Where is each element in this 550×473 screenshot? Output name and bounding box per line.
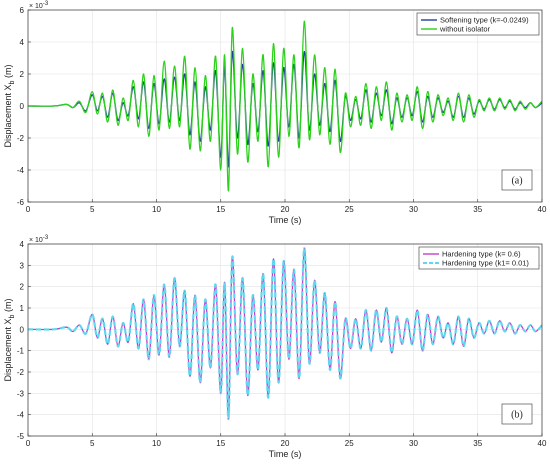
series-line-1 <box>28 247 542 421</box>
legend-label-1: without isolator <box>439 25 491 34</box>
y-exponent-base: × 10 <box>29 237 43 244</box>
x-tick-label: 25 <box>345 439 354 448</box>
y-axis-label-unit: (m) <box>3 299 13 315</box>
x-tick-label: 25 <box>345 205 354 214</box>
x-tick-label: 15 <box>216 439 225 448</box>
y-exponent-power: -3 <box>43 1 49 7</box>
x-axis-label: Time (s) <box>269 215 302 225</box>
x-tick-label: 0 <box>26 439 31 448</box>
y-tick-label: -1 <box>17 347 25 356</box>
y-tick-label: -2 <box>17 368 25 377</box>
x-tick-label: 30 <box>409 205 418 214</box>
y-tick-label: -3 <box>17 389 25 398</box>
panel-label-box <box>501 403 533 425</box>
y-axis-label: Displacement Xb (m) <box>3 299 16 382</box>
y-exponent-power: -3 <box>43 235 49 241</box>
x-tick-label: 30 <box>409 439 418 448</box>
plot-frame <box>27 9 543 203</box>
x-tick-label: 40 <box>538 205 547 214</box>
legend-label-0: Softening type (k=-0.0249) <box>440 16 529 25</box>
x-tick-label: 35 <box>473 205 482 214</box>
y-tick-label: 2 <box>20 283 25 292</box>
x-tick-label: 10 <box>152 439 161 448</box>
x-tick-label: 20 <box>281 439 290 448</box>
y-axis-label-main: Displacement X <box>3 84 13 147</box>
y-axis-label-subscript: b <box>9 314 16 318</box>
y-tick-label: -4 <box>17 411 25 420</box>
y-axis-label-subscript: b <box>9 80 16 84</box>
y-tick-label: -6 <box>17 198 25 207</box>
y-exponent-label: × 10-3 <box>29 235 49 244</box>
chart-panel-a: 0 5 10 15 20 25 30 35 40 -6 -4 -2 0 2 4 6 × 10-3 Time (s)… <box>3 1 547 225</box>
y-tick-label: 4 <box>20 38 25 47</box>
y-tick-label: -5 <box>17 432 25 441</box>
x-tick-label: 10 <box>152 205 161 214</box>
y-axis-label-unit: (m) <box>3 65 13 81</box>
y-tick-label: -2 <box>17 134 25 143</box>
legend-label-0: Hardening type (k= 0.6) <box>442 250 521 259</box>
y-tick-label: 0 <box>20 325 25 334</box>
x-tick-label: 0 <box>26 205 31 214</box>
x-tick-label: 15 <box>216 205 225 214</box>
y-exponent-label: × 10-3 <box>29 1 49 10</box>
y-tick-label: 0 <box>20 102 25 111</box>
x-tick-label: 35 <box>473 439 482 448</box>
plot-frame <box>27 243 543 437</box>
legend-box <box>416 12 540 36</box>
panel-label: (b) <box>511 410 523 421</box>
panel-label: (a) <box>511 176 522 187</box>
x-tick-label: 5 <box>90 439 95 448</box>
y-tick-label: -4 <box>17 166 25 175</box>
series-line-1 <box>28 20 542 192</box>
x-axis-label: Time (s) <box>269 449 302 459</box>
y-tick-label: 1 <box>20 304 25 313</box>
y-tick-label: 6 <box>20 6 25 15</box>
y-tick-label: 2 <box>20 70 25 79</box>
y-tick-label: 3 <box>20 261 25 270</box>
legend-label-1: Hardening type (k1= 0.01) <box>442 259 529 268</box>
y-axis-label-main: Displacement X <box>3 318 13 381</box>
y-tick-label: 4 <box>20 240 25 249</box>
y-exponent-base: × 10 <box>29 3 43 10</box>
legend-box <box>418 246 540 270</box>
x-tick-label: 40 <box>538 439 547 448</box>
x-tick-label: 20 <box>281 205 290 214</box>
panel-label-box <box>501 169 533 191</box>
y-axis-label: Displacement Xb (m) <box>3 65 16 148</box>
x-tick-label: 5 <box>90 205 95 214</box>
